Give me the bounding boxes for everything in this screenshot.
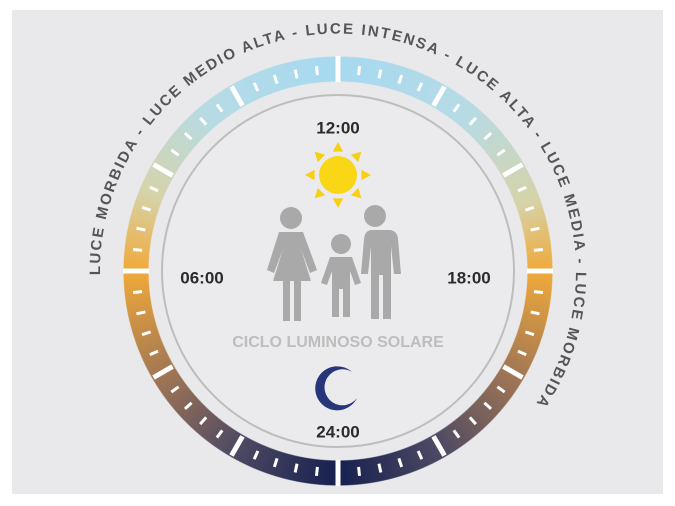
tick bbox=[470, 118, 476, 125]
tick bbox=[316, 467, 317, 476]
diagram: LUCE MORBIDA - LUCE MEDIO ALTA - LUCE IN… bbox=[0, 0, 675, 506]
sun-ray bbox=[315, 152, 325, 162]
tick bbox=[434, 87, 445, 106]
tick bbox=[316, 66, 317, 75]
sun-disc bbox=[319, 156, 357, 194]
tick bbox=[142, 332, 151, 335]
tick bbox=[484, 133, 491, 139]
hour-label: 06:00 bbox=[180, 268, 223, 287]
tick bbox=[232, 87, 243, 106]
tick bbox=[454, 430, 459, 437]
tick bbox=[171, 387, 178, 392]
sun-ray bbox=[315, 188, 325, 198]
tick bbox=[418, 83, 422, 91]
tick bbox=[133, 292, 142, 293]
tick bbox=[531, 228, 540, 230]
tick bbox=[399, 75, 402, 84]
hour-label: 18:00 bbox=[447, 268, 490, 287]
tick bbox=[534, 249, 543, 250]
tick bbox=[531, 312, 540, 314]
tick bbox=[154, 367, 173, 378]
tick bbox=[274, 75, 277, 84]
tick bbox=[154, 165, 173, 176]
tick bbox=[232, 436, 243, 455]
tick bbox=[503, 165, 522, 176]
tick bbox=[274, 458, 277, 467]
tick bbox=[418, 451, 422, 459]
hour-label: 12:00 bbox=[316, 118, 359, 137]
tick bbox=[171, 150, 178, 155]
tick bbox=[525, 207, 534, 210]
sun-ray bbox=[351, 188, 361, 198]
tick bbox=[217, 430, 222, 437]
tick bbox=[150, 187, 158, 191]
tick bbox=[534, 292, 543, 293]
tick bbox=[503, 367, 522, 378]
tick bbox=[454, 104, 459, 111]
moon-icon bbox=[315, 366, 357, 410]
page: LUCE MORBIDA - LUCE MEDIO ALTA - LUCE IN… bbox=[0, 0, 675, 506]
tick bbox=[150, 351, 158, 355]
sun-icon bbox=[305, 142, 371, 208]
tick bbox=[254, 83, 258, 91]
tick bbox=[525, 332, 534, 335]
tick bbox=[142, 207, 151, 210]
tick bbox=[484, 403, 491, 409]
tick bbox=[399, 458, 402, 467]
tick bbox=[497, 387, 504, 392]
tick bbox=[217, 104, 222, 111]
tick bbox=[185, 403, 192, 409]
tick bbox=[434, 436, 445, 455]
tick bbox=[518, 351, 526, 355]
center-label: CICLO LUMINOSO SOLARE bbox=[232, 334, 444, 351]
hour-label: 24:00 bbox=[316, 422, 359, 441]
tick bbox=[379, 70, 381, 79]
tick bbox=[379, 464, 381, 473]
tick bbox=[254, 451, 258, 459]
sun-ray bbox=[351, 152, 361, 162]
family-icon bbox=[267, 205, 401, 321]
tick bbox=[497, 150, 504, 155]
tick bbox=[470, 417, 476, 424]
tick bbox=[295, 464, 297, 473]
tick bbox=[359, 467, 360, 476]
tick bbox=[295, 70, 297, 79]
tick bbox=[137, 312, 146, 314]
sun-ray bbox=[361, 170, 371, 180]
tick bbox=[200, 118, 206, 125]
sun-ray bbox=[305, 170, 315, 180]
sun-ray bbox=[333, 142, 343, 152]
tick bbox=[518, 187, 526, 191]
tick bbox=[359, 66, 360, 75]
tick bbox=[137, 228, 146, 230]
tick bbox=[133, 249, 142, 250]
tick bbox=[200, 417, 206, 424]
sun-ray bbox=[333, 198, 343, 208]
tick bbox=[185, 133, 192, 139]
